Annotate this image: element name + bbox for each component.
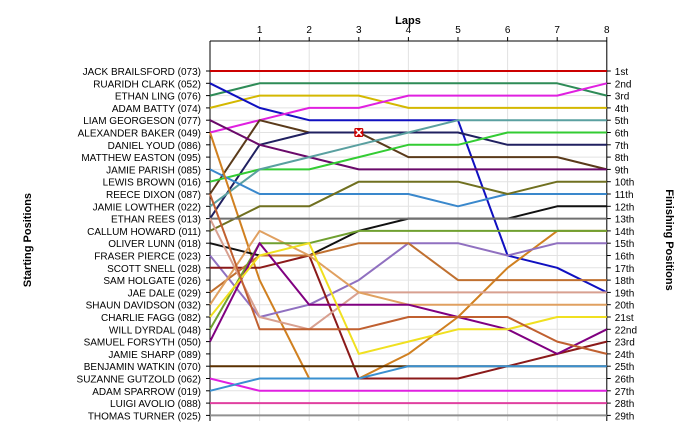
finishing-label: 13th [615,215,634,226]
y-axis-title-left: Starting Positions [22,193,34,287]
driver-label: MATTHEW EASTON (095) [81,153,201,164]
driver-label: ALEXANDER BAKER (049) [78,129,201,140]
finishing-label: 10th [615,178,634,189]
driver-position-line [209,193,608,355]
driver-label: SCOTT SNELL (028) [107,264,201,275]
lap-tick-label: 1 [257,25,263,36]
finishing-label: 19th [615,288,634,299]
driver-position-line [209,242,608,355]
driver-position-line [209,180,607,232]
labels: JACK BRAILSFORD (073)RUARIDH CLARK (052)… [77,25,638,422]
finishing-label: 16th [615,252,634,263]
finishing-label: 5th [615,116,629,127]
finishing-label: 2nd [615,79,632,90]
driver-label: SAM HOLGATE (026) [103,276,201,287]
finishing-label: 21st [615,313,634,324]
driver-position-line [209,131,607,183]
driver-position-line [209,119,607,171]
driver-label: JACK BRAILSFORD (073) [83,67,201,78]
x-axis-title: Laps [395,15,421,27]
driver-position-line [209,82,608,294]
finishing-label: 9th [615,165,629,176]
finishing-label: 24th [615,350,634,361]
y-axis-title-right: Finishing Positions [663,189,675,290]
driver-label: ADAM SPARROW (019) [92,387,201,398]
driver-position-line [209,242,607,294]
finishing-label: 20th [615,301,634,312]
finishing-label: 25th [615,362,634,373]
driver-position-line [209,377,607,392]
lap-tick-label: 5 [455,25,461,36]
finishing-label: 26th [615,375,634,386]
driver-position-line [209,168,607,208]
finishing-label: 12th [615,202,634,213]
series-lines [209,70,608,417]
finishing-label: 22nd [615,325,637,336]
lap-tick-label: 7 [554,25,560,36]
lap-tick-label: 8 [604,25,610,36]
driver-position-line [209,82,608,134]
driver-position-line [209,218,607,331]
finishing-label: 27th [615,387,634,398]
finishing-label: 18th [615,276,634,287]
driver-label: FRASER PIERCE (023) [94,252,201,263]
finishing-label: 8th [615,153,629,164]
finishing-label: 7th [615,141,629,152]
retired-marker-cross [355,128,363,137]
driver-label: DANIEL YOUD (086) [108,141,201,152]
finishing-label: 29th [615,411,634,422]
finishing-label: 1st [615,67,629,78]
driver-label: LIAM GEORGESON (077) [83,116,201,127]
lap-tick-label: 6 [505,25,511,36]
driver-position-line [209,94,607,109]
driver-label: JAMIE LOWTHER (022) [93,202,201,213]
driver-label: ETHAN LING (076) [115,92,201,103]
driver-label: ADAM BATTY (074) [112,104,201,115]
driver-position-line [209,242,607,355]
driver-label: SHAUN DAVIDSON (032) [86,301,201,312]
driver-label: CALLUM HOWARD (011) [87,227,201,238]
lap-tick-label: 2 [306,25,312,36]
driver-label: REECE DIXON (087) [106,190,201,201]
driver-label: BENJAMIN WATKIN (070) [84,362,201,373]
driver-label: RUARIDH CLARK (052) [93,79,201,90]
finishing-label: 28th [615,399,634,410]
driver-label: CHARLIE FAGG (082) [101,313,201,324]
finishing-label: 4th [615,104,629,115]
driver-label: LEWIS BROWN (016) [103,178,201,189]
driver-position-line [209,82,608,97]
driver-label: OLIVER LUNN (018) [108,239,201,250]
finishing-label: 11th [615,190,634,201]
driver-label: WILL DYRDAL (048) [109,325,201,336]
driver-position-line [209,119,607,208]
driver-position-line [209,229,607,330]
lap-tick-label: 4 [406,25,412,36]
finishing-label: 3rd [615,92,629,103]
lap-tick-label: 3 [356,25,362,36]
driver-label: JAMIE SHARP (089) [108,350,201,361]
driver-label: SAMUEL FORSYTH (050) [84,338,201,349]
finishing-label: 23rd [615,338,635,349]
driver-label: JAE DALE (029) [128,288,201,299]
driver-label: THOMAS TURNER (025) [88,411,201,422]
driver-label: SUZANNE GUTZOLD (062) [77,375,201,386]
finishing-label: 14th [615,227,634,238]
finishing-label: 15th [615,239,634,250]
driver-label: ETHAN REES (013) [111,215,201,226]
driver-label: LUIGI AVOLIO (088) [110,399,201,410]
finishing-label: 6th [615,129,629,140]
finishing-label: 17th [615,264,634,275]
driver-position-line [209,365,607,392]
driver-label: JAMIE PARISH (085) [106,165,201,176]
driver-position-line [209,119,608,195]
